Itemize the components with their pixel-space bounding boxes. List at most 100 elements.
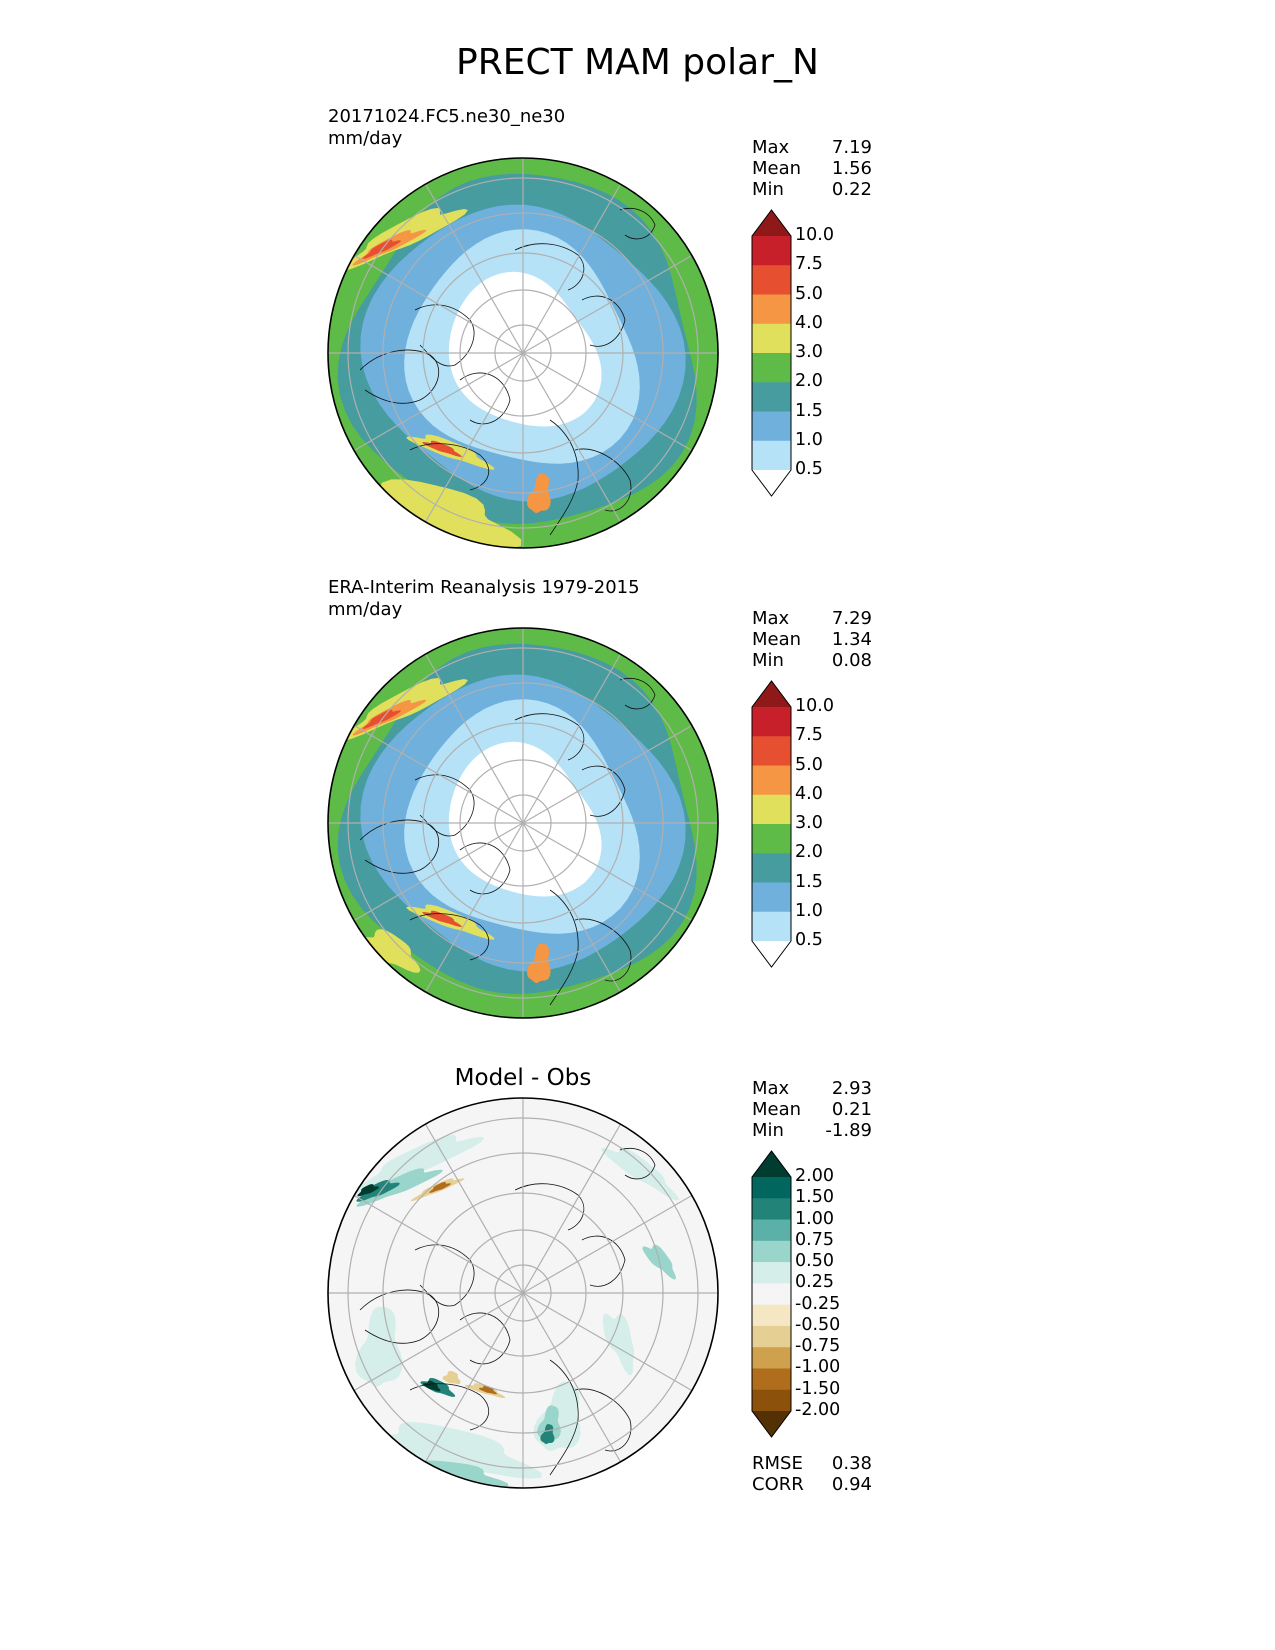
colorbar-box	[752, 1177, 791, 1199]
colorbar-tick-label: 1.0	[795, 429, 823, 450]
coastline	[581, 1235, 626, 1287]
coastline	[514, 713, 585, 761]
diff-band	[355, 1306, 403, 1387]
lat-lon-grid	[328, 628, 718, 1018]
colorbar-tick-label: 1.5	[795, 400, 823, 421]
stat-min-label: Min	[752, 1120, 784, 1141]
meridian	[522, 653, 622, 824]
colorbar-tick-label: -0.50	[795, 1314, 841, 1335]
rmse-label: RMSE	[752, 1453, 803, 1474]
diff-band	[540, 1424, 555, 1445]
diff-band	[442, 1370, 461, 1384]
colorbar-tick-label: 1.0	[795, 900, 823, 921]
colorbar-box	[752, 1262, 791, 1284]
colorbar-box	[752, 1347, 791, 1369]
colorbar-tick-label: -0.75	[795, 1336, 841, 1357]
coastline	[574, 1388, 632, 1452]
coastline	[414, 304, 475, 367]
colorbar-box	[752, 1283, 791, 1306]
diff-band	[537, 1405, 561, 1442]
stat-max-label: Max	[752, 608, 790, 629]
panel-2-stats: Max 7.29 Mean 1.34 Min 0.08	[752, 608, 872, 674]
colorbar-diff	[751, 1150, 792, 1438]
colorbar-box	[752, 853, 791, 883]
coastline	[574, 448, 632, 512]
meridian	[353, 1194, 524, 1294]
colorbar-tick-label: 2.0	[795, 371, 823, 392]
colorbar-tick-label: 10.0	[795, 696, 834, 716]
colorbar-extend-min	[752, 941, 791, 967]
stat-mean-label: Mean	[752, 1099, 802, 1120]
colorbar-obs	[751, 680, 792, 968]
colorbar-box	[752, 440, 791, 471]
diff-band	[429, 1182, 451, 1193]
colorbar-tick-label: -1.50	[795, 1378, 841, 1399]
coastline	[581, 295, 626, 347]
colorbar-tick-label: 0.5	[795, 459, 823, 479]
diff-band	[357, 1422, 542, 1479]
coastline	[409, 913, 490, 961]
polar-map-diff	[327, 1097, 719, 1489]
colorbar-tick-label: -2.00	[795, 1400, 841, 1420]
coastline	[409, 1383, 490, 1431]
panel-1-title: 20171024.FC5.ne30_ne30	[328, 106, 566, 127]
panel-2-units: mm/day	[328, 599, 403, 620]
colorbar-box	[752, 353, 791, 383]
meridian	[522, 1194, 693, 1294]
colorbar-extend-min	[752, 470, 791, 496]
meridian	[522, 183, 622, 354]
panel-2-title: ERA-Interim Reanalysis 1979-2015	[328, 577, 640, 598]
stat-mean-value: 1.56	[831, 158, 872, 179]
colorbar-tick-label: 5.0	[795, 283, 823, 304]
coastline	[409, 443, 490, 491]
colorbar-outline	[751, 680, 792, 968]
coastline	[574, 918, 632, 982]
map-boundary	[327, 157, 719, 549]
diff-band	[354, 1134, 485, 1193]
diff-band	[602, 1313, 635, 1376]
map-boundary	[327, 1097, 719, 1489]
colorbar-box	[752, 1325, 791, 1348]
colorbar-tick-label: 2.0	[795, 842, 823, 863]
corr-value: 0.94	[831, 1474, 872, 1495]
rmse-value: 0.38	[831, 1453, 872, 1474]
coastline	[514, 243, 585, 291]
stat-min-label: Min	[752, 650, 784, 671]
meridian	[522, 724, 693, 824]
figure-title: PRECT MAM polar_N	[456, 42, 819, 83]
meridian	[522, 352, 693, 452]
colorbar-box	[752, 411, 791, 442]
stat-max-value: 2.93	[831, 1078, 872, 1099]
panel-1-units: mm/day	[328, 128, 403, 149]
colorbar-box	[752, 236, 791, 266]
precip-band	[357, 929, 421, 973]
colorbar-tick-label: 7.5	[795, 725, 823, 746]
meridian	[424, 1292, 524, 1463]
meridian	[522, 822, 622, 993]
meridian	[424, 653, 524, 824]
coastline	[414, 774, 475, 837]
stat-max-label: Max	[752, 1078, 790, 1099]
colorbar-tick-label: 1.5	[795, 871, 823, 892]
coastline	[414, 1244, 475, 1307]
stat-mean-label: Mean	[752, 158, 802, 179]
map-fill	[328, 158, 718, 548]
colorbar-tick-label: 5.0	[795, 754, 823, 775]
colorbar-tick-label: 4.0	[795, 312, 823, 333]
lat-lon-grid	[328, 158, 718, 548]
colorbar-box	[752, 824, 791, 854]
coastline	[359, 819, 439, 874]
meridian	[353, 724, 524, 824]
colorbar-box	[752, 1198, 791, 1221]
stat-min-label: Min	[752, 179, 784, 200]
polar-map-model	[327, 157, 719, 549]
stat-mean-value: 1.34	[831, 629, 872, 650]
stat-max-value: 7.19	[831, 137, 872, 158]
stat-max-label: Max	[752, 137, 790, 158]
colorbar-tick-label: 3.0	[795, 813, 823, 833]
colorbar-tick-label: -0.25	[795, 1293, 841, 1314]
stat-max-value: 7.29	[831, 608, 872, 629]
map-fill	[328, 1098, 718, 1488]
colorbar-box	[752, 1304, 791, 1327]
colorbar-box	[752, 294, 791, 325]
